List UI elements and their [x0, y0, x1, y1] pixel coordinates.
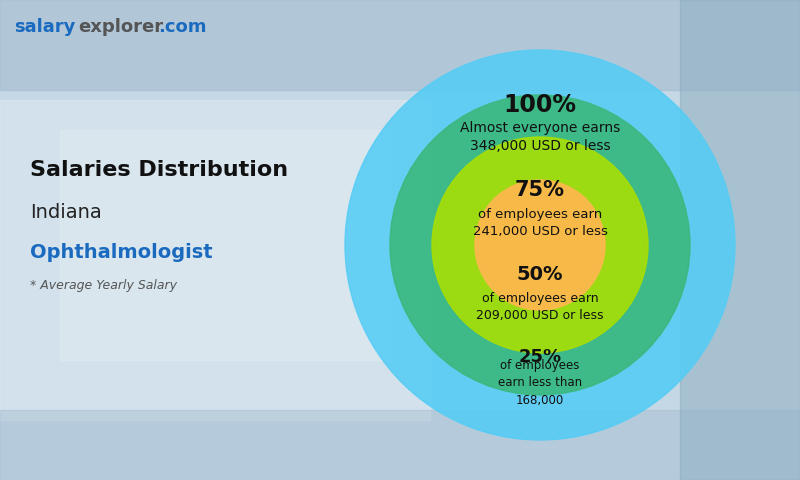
Text: Ophthalmologist: Ophthalmologist: [30, 242, 213, 262]
Bar: [0, 100, 430, 420]
Circle shape: [475, 180, 605, 310]
Circle shape: [390, 95, 690, 395]
Circle shape: [432, 137, 648, 353]
Text: salary: salary: [14, 18, 75, 36]
Text: Salaries Distribution: Salaries Distribution: [30, 160, 288, 180]
Bar: [0, 410, 800, 480]
Text: Indiana: Indiana: [30, 203, 102, 221]
Bar: [0, 0, 800, 90]
Text: of employees
earn less than
168,000: of employees earn less than 168,000: [498, 359, 582, 407]
Text: 75%: 75%: [515, 180, 565, 200]
Bar: [680, 0, 800, 480]
Text: explorer: explorer: [78, 18, 163, 36]
Text: 50%: 50%: [517, 265, 563, 285]
Text: * Average Yearly Salary: * Average Yearly Salary: [30, 278, 177, 291]
Text: Almost everyone earns
348,000 USD or less: Almost everyone earns 348,000 USD or les…: [460, 120, 620, 154]
Text: of employees earn
241,000 USD or less: of employees earn 241,000 USD or less: [473, 208, 607, 238]
Text: 25%: 25%: [518, 348, 562, 366]
Bar: [60, 130, 390, 360]
Text: .com: .com: [158, 18, 206, 36]
Circle shape: [345, 50, 735, 440]
Text: 100%: 100%: [503, 93, 577, 117]
Text: of employees earn
209,000 USD or less: of employees earn 209,000 USD or less: [476, 292, 604, 322]
